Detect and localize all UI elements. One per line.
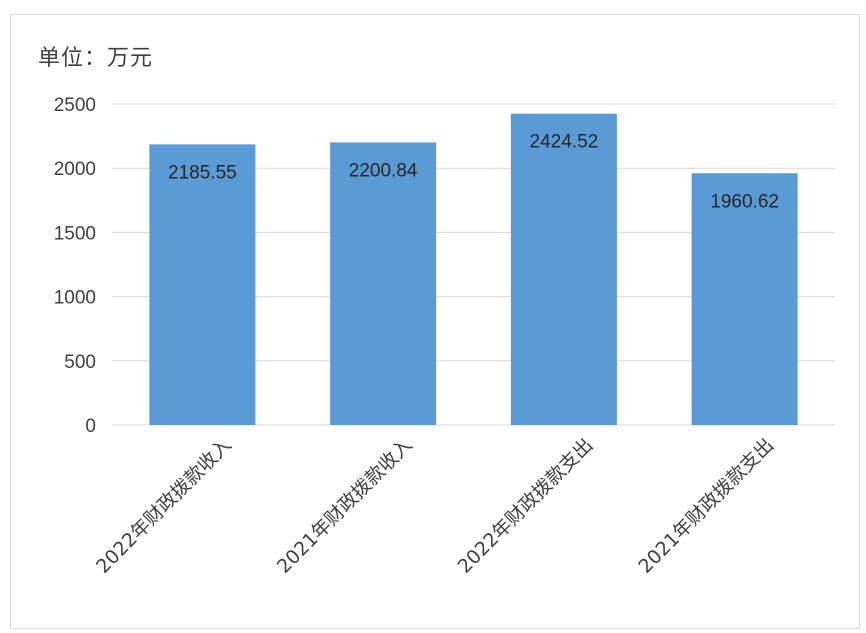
bar-1 — [149, 144, 256, 426]
y-tick-label: 2500 — [54, 95, 96, 116]
bars — [149, 113, 798, 426]
y-axis-ticks: 0 500 1000 1500 2000 2500 — [54, 95, 96, 437]
data-label: 2200.84 — [349, 160, 418, 181]
x-category-label: 2021年财政拨款支出 — [634, 434, 778, 578]
y-tick-label: 0 — [85, 416, 96, 437]
y-tick-label: 1000 — [54, 288, 96, 309]
data-labels: 2185.55 2200.84 2424.52 1960.62 — [168, 132, 779, 213]
y-tick-label: 2000 — [54, 159, 96, 180]
bar-2 — [330, 142, 437, 425]
y-tick-label: 1500 — [54, 223, 96, 244]
x-category-label: 2022年财政拨款支出 — [454, 434, 598, 578]
data-label: 1960.62 — [710, 191, 779, 212]
bar-3 — [510, 113, 617, 425]
bar-4 — [691, 173, 798, 425]
y-tick-label: 500 — [64, 352, 96, 373]
x-axis-labels: 2022年财政拨款收入 2021年财政拨款收入 2022年财政拨款支出 2021年财政… — [92, 434, 778, 578]
x-category-label: 2022年财政拨款收入 — [92, 434, 236, 578]
unit-label: 单位：万元 — [38, 46, 154, 71]
data-label: 2185.55 — [168, 162, 237, 183]
x-category-label: 2021年财政拨款收入 — [273, 434, 417, 578]
data-label: 2424.52 — [530, 132, 599, 153]
